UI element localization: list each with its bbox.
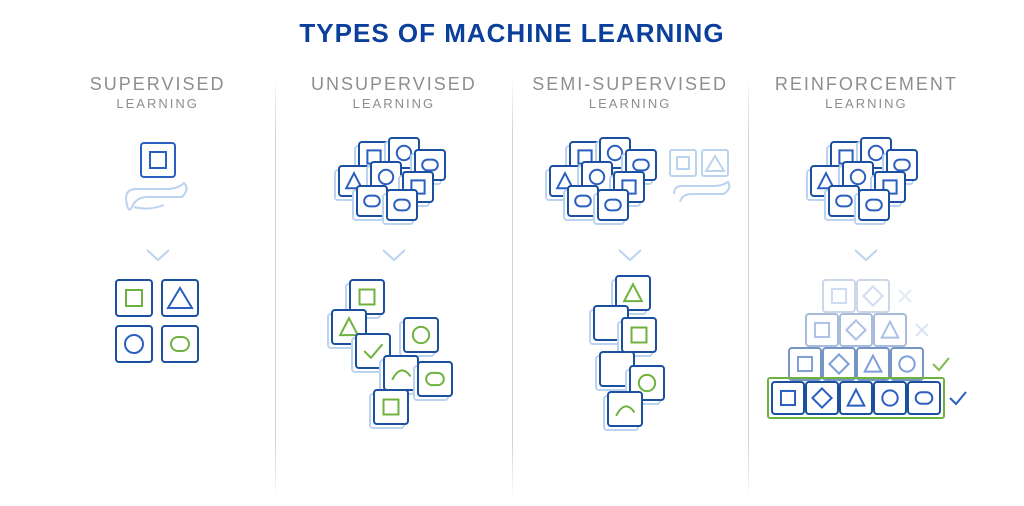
heading-unsupervised: UNSUPERVISED LEARNING <box>311 73 477 112</box>
column-reinforcement: REINFORCEMENT LEARNING <box>749 73 984 503</box>
column-semisupervised: SEMI-SUPERVISED LEARNING <box>513 73 748 503</box>
columns-container: SUPERVISED LEARNING <box>0 73 1024 503</box>
heading-line2: LEARNING <box>775 96 958 112</box>
supervised-bottom-grid <box>40 272 275 503</box>
chevron-down-icon <box>853 248 879 262</box>
column-supervised: SUPERVISED LEARNING <box>40 73 275 503</box>
heading-reinforcement: REINFORCEMENT LEARNING <box>775 73 958 112</box>
chevron-down-icon <box>145 248 171 262</box>
supervised-top-icon <box>40 122 275 242</box>
semisupervised-bottom <box>513 272 748 503</box>
unsupervised-bottom <box>276 272 511 503</box>
reinforcement-bottom <box>749 272 984 503</box>
unsupervised-top-cluster <box>276 122 511 242</box>
column-unsupervised: UNSUPERVISED LEARNING <box>276 73 511 503</box>
reinforcement-top-cluster <box>749 122 984 242</box>
heading-line1: SEMI-SUPERVISED <box>532 73 728 96</box>
heading-supervised: SUPERVISED LEARNING <box>90 73 226 112</box>
heading-line2: LEARNING <box>532 96 728 112</box>
heading-line2: LEARNING <box>311 96 477 112</box>
heading-line1: UNSUPERVISED <box>311 73 477 96</box>
chevron-down-icon <box>617 248 643 262</box>
heading-semisupervised: SEMI-SUPERVISED LEARNING <box>532 73 728 112</box>
semisupervised-top <box>513 122 748 242</box>
page-title: TYPES OF MACHINE LEARNING <box>0 0 1024 73</box>
heading-line1: REINFORCEMENT <box>775 73 958 96</box>
heading-line2: LEARNING <box>90 96 226 112</box>
chevron-down-icon <box>381 248 407 262</box>
heading-line1: SUPERVISED <box>90 73 226 96</box>
